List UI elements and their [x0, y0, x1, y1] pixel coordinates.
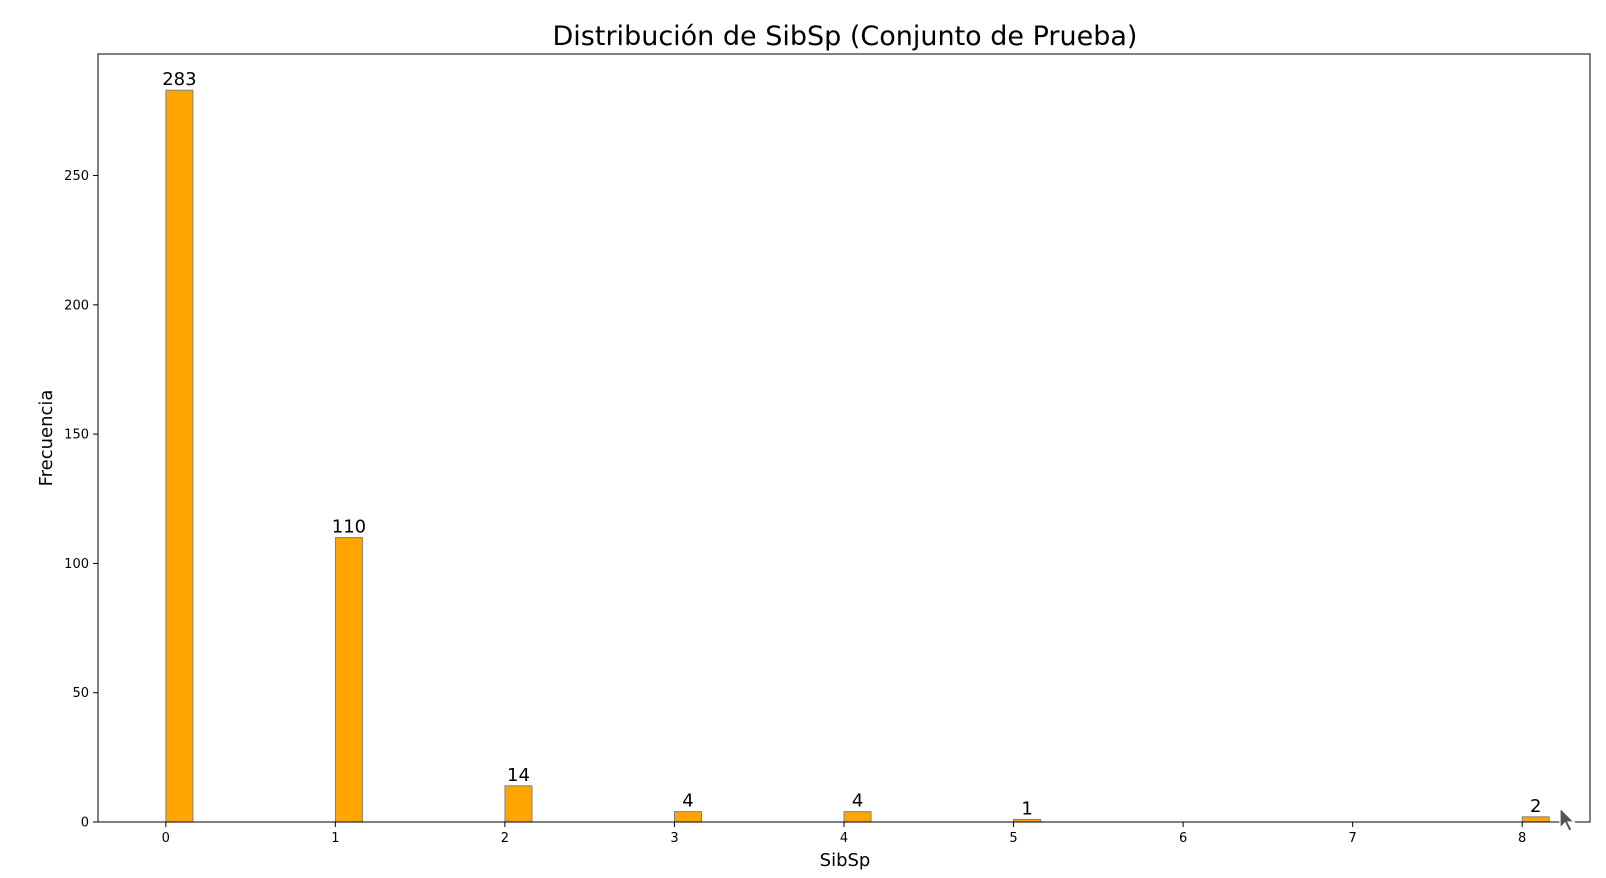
- chart-title: Distribución de SibSp (Conjunto de Prueb…: [553, 21, 1138, 52]
- x-tick-label-8: 8: [1518, 831, 1526, 846]
- y-tick-label-250: 250: [64, 169, 89, 184]
- bar-sibsp-8: [1521, 816, 1550, 823]
- data-label-sibsp-1: 110: [332, 517, 366, 538]
- y-tick-label-0: 0: [81, 816, 89, 831]
- bar-sibsp-1: [334, 537, 363, 823]
- bar-sibsp-3: [674, 811, 703, 823]
- data-label-sibsp-0: 283: [162, 69, 196, 90]
- x-tick-label-2: 2: [501, 831, 509, 846]
- data-label-sibsp-3: 4: [682, 791, 693, 812]
- data-labels: 283 110 14 4 4 1 2: [162, 69, 1541, 819]
- data-label-sibsp-5: 1: [1021, 798, 1032, 819]
- x-tick-label-0: 0: [162, 831, 170, 846]
- x-tick-label-1: 1: [331, 831, 339, 846]
- data-label-sibsp-8: 2: [1530, 796, 1541, 817]
- bar-sibsp-2: [504, 785, 533, 823]
- plot-frame: [97, 53, 1591, 823]
- bar-sibsp-0: [165, 89, 194, 823]
- x-tick-label-4: 4: [840, 831, 848, 846]
- mouse-pointer-icon: [1559, 806, 1576, 832]
- x-axis-title: SibSp: [820, 850, 871, 871]
- x-tick-label-5: 5: [1009, 831, 1017, 846]
- x-tick-label-6: 6: [1179, 831, 1187, 846]
- x-tick-label-7: 7: [1348, 831, 1356, 846]
- data-label-sibsp-4: 4: [852, 791, 863, 812]
- y-tick-label-150: 150: [64, 428, 89, 443]
- y-tick-label-50: 50: [72, 686, 89, 701]
- y-axis: 0 50 100 150 200 250: [64, 169, 98, 831]
- x-tick-label-3: 3: [670, 831, 678, 846]
- y-tick-label-100: 100: [64, 557, 89, 572]
- bar-sibsp-4: [843, 811, 872, 823]
- y-tick-label-200: 200: [64, 298, 89, 313]
- x-axis: 0 1 2 3 4 5 6 7 8: [162, 822, 1526, 846]
- y-axis-title: Frecuencia: [36, 390, 57, 487]
- plot-area: 283 110 14 4 4 1 2: [97, 53, 1591, 823]
- bars: [165, 89, 1550, 823]
- data-label-sibsp-2: 14: [507, 765, 530, 786]
